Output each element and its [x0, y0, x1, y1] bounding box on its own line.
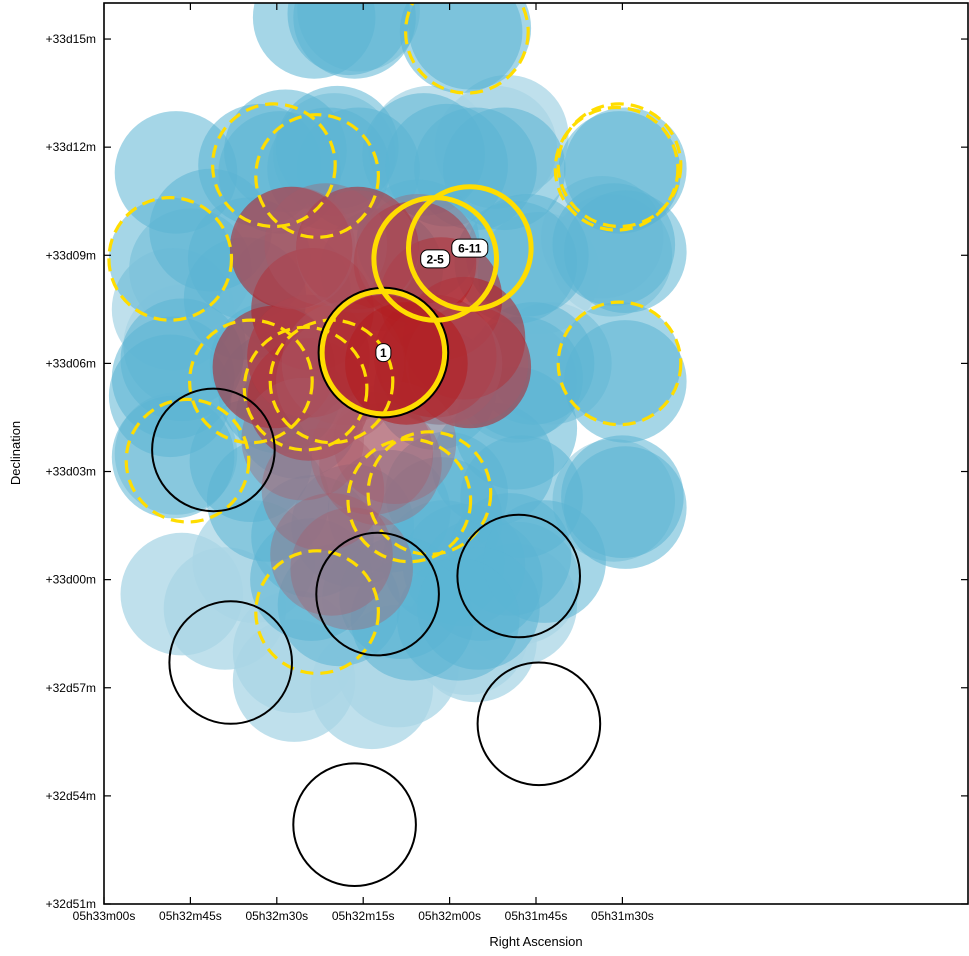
field-markers [108, 3, 687, 750]
x-tick-label: 05h31m30s [591, 909, 654, 923]
field-marker [396, 558, 520, 681]
y-tick-label: +33d12m [46, 140, 96, 154]
dashed-yellow-ring [556, 300, 683, 427]
field-marker [552, 183, 676, 306]
ring-label: 1 [380, 346, 387, 360]
field-marker [558, 302, 681, 425]
field-marker [564, 446, 687, 569]
black-ring [315, 531, 440, 657]
field-marker-highlight-bright [345, 302, 468, 425]
y-tick-label: +32d57m [46, 681, 96, 695]
x-axis-title: Right Ascension [489, 934, 582, 949]
field-marker-highlight-dim [232, 186, 356, 310]
y-axis-title: Declination [8, 421, 23, 485]
dashed-yellow-ring [242, 325, 369, 452]
ring-label: 2-5 [427, 252, 445, 266]
dashed-yellow-ring [210, 102, 337, 229]
y-tick-label: +33d00m [46, 573, 96, 587]
field-marker [108, 197, 232, 321]
field-marker-highlight-dim [290, 507, 414, 631]
solid-yellow-ring [406, 184, 534, 312]
x-tick-label: 05h31m45s [505, 909, 568, 923]
axis-ticks: 05h33m00s 05h32m45s 05h32m30s 05h32m15s 05h3… [46, 3, 968, 923]
black-ring [151, 387, 276, 513]
field-marker-highlight-dim [264, 183, 388, 306]
dashed-yellow-ring [107, 195, 234, 322]
y-tick-label: +33d03m [46, 465, 96, 479]
ring-label-badge [420, 249, 451, 269]
dashed-yellow-ring [254, 549, 381, 675]
x-tick-label: 05h33m00s [73, 909, 136, 923]
field-marker [120, 298, 244, 422]
field-marker-highlight-dim [261, 428, 385, 551]
ring-label-badge [451, 238, 489, 258]
ring-labels: 1 2-5 6-11 [375, 238, 489, 363]
y-tick-label: +33d06m [46, 356, 96, 370]
x-tick-label: 05h32m15s [332, 909, 395, 923]
dashed-yellow-ring [366, 430, 493, 557]
ring-label-badge [375, 343, 392, 363]
field-marker [399, 3, 523, 94]
ring-label: 6-11 [458, 242, 482, 256]
black-ring [456, 513, 582, 639]
dashed-yellow-ring [404, 3, 530, 95]
field-marker [111, 395, 235, 519]
dashed-yellow-ring [346, 437, 473, 564]
black-ring [168, 600, 293, 725]
y-tick-label: +33d15m [46, 32, 96, 46]
black-ring [292, 762, 417, 888]
dashed-yellow-ring [556, 102, 683, 229]
dashed-yellow-ring [254, 113, 381, 239]
y-tick-label: +33d09m [46, 248, 96, 262]
field-marker [293, 3, 416, 79]
outline-rings [107, 3, 683, 888]
dashed-yellow-ring [124, 397, 251, 524]
x-tick-label: 05h32m00s [418, 909, 481, 923]
y-tick-label: +32d51m [46, 897, 96, 911]
x-tick-label: 05h32m30s [245, 909, 308, 923]
dashed-yellow-ring [553, 105, 680, 232]
x-tick-label: 05h32m45s [159, 909, 222, 923]
y-tick-label: +32d54m [46, 789, 96, 803]
black-ring [476, 661, 602, 787]
dashed-yellow-ring [187, 318, 314, 445]
field-marker [431, 403, 555, 526]
